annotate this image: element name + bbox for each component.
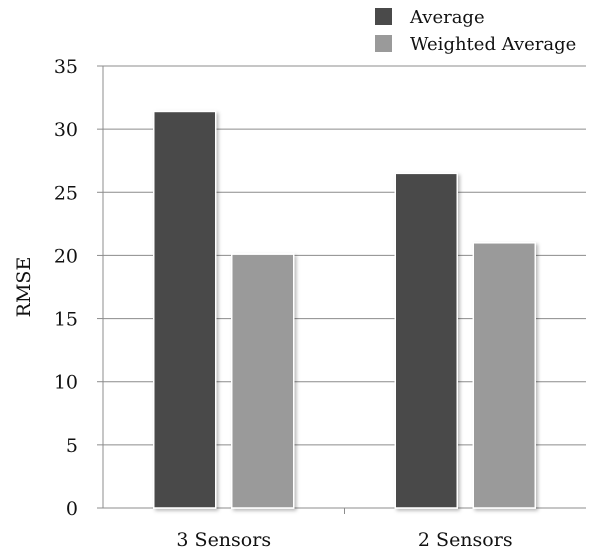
legend-swatch	[375, 35, 392, 52]
y-tick-label: 5	[66, 435, 78, 457]
bar-weighted-average-3-sensors	[231, 253, 295, 509]
y-tick-label: 35	[54, 56, 78, 78]
bars	[153, 110, 536, 509]
legend-swatch	[375, 8, 392, 25]
x-tick-label: 2 Sensors	[418, 529, 513, 549]
legend-label: Weighted Average	[410, 34, 576, 55]
legend-label: Average	[409, 7, 485, 28]
y-tick-label: 30	[54, 119, 78, 141]
bar-weighted-average-2-sensors	[472, 242, 536, 509]
bar-average-3-sensors	[153, 110, 217, 509]
y-tick-label: 25	[54, 182, 78, 204]
x-tick-label: 3 Sensors	[176, 529, 271, 549]
axis-labels: 0 5 10 15 20 25 30 35 3 Sensors 2 Sensors	[54, 56, 513, 549]
y-tick-label: 0	[66, 498, 78, 520]
y-tick-label: 15	[54, 309, 78, 331]
bar-average-2-sensors	[394, 172, 458, 509]
y-tick-label: 10	[54, 372, 78, 394]
y-tick-label: 20	[54, 245, 78, 267]
y-axis-title: RMSE	[13, 257, 35, 318]
legend: Average Weighted Average	[375, 7, 576, 55]
